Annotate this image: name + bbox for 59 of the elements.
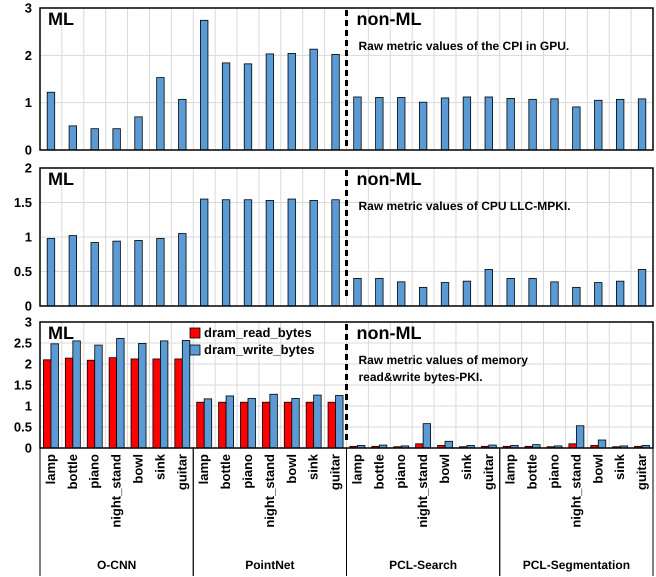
x-tick-label: sink: [306, 453, 321, 480]
x-tick-label: piano: [86, 454, 102, 489]
annotation: Raw metric values of memory read&write bytes-PKI.: [358, 353, 528, 384]
x-tick-label: piano: [240, 454, 255, 489]
x-tick-label: lamp: [349, 454, 364, 484]
annotation: non-ML: [356, 169, 422, 189]
y-tick-label: 0.5: [14, 420, 32, 435]
text: PointNet: [245, 558, 295, 572]
x-tick-label: night_stand: [415, 454, 430, 528]
x-tick-label: lamp: [196, 454, 212, 484]
y-tick-label: 3: [24, 0, 32, 16]
annotation: ML: [48, 169, 74, 189]
x-tick-label: night_stand: [262, 454, 277, 528]
x-tick-label: bowl: [130, 454, 146, 484]
annotation: non-ML: [356, 9, 422, 29]
y-tick-label: 0: [24, 440, 32, 456]
x-tick-label: lamp: [502, 454, 518, 484]
y-tick-label: 2: [24, 160, 32, 176]
x-tick-label: piano: [393, 454, 408, 489]
x-tick-label: bottle: [218, 454, 234, 490]
y-tick-label: 3: [24, 314, 32, 330]
text: PCL-Segmentation: [522, 558, 630, 572]
x-tick-label: sink: [152, 453, 168, 480]
y-tick-label: 2: [24, 356, 32, 372]
x-tick-label: bowl: [437, 454, 452, 484]
y-tick-label: 2.5: [14, 336, 32, 351]
x-tick-label: bottle: [371, 454, 386, 490]
x-tick-label: bottle: [524, 454, 540, 490]
y-tick-label: 2: [24, 48, 32, 63]
x-tick-label: bottle: [64, 454, 80, 490]
text: PCL-Search: [389, 558, 458, 572]
annotation: ML: [48, 9, 74, 29]
y-tick-label: 0.5: [14, 264, 32, 280]
y-tick-label: 1: [24, 398, 32, 414]
x-tick-label: night_stand: [108, 454, 124, 528]
y-tick-label: 1.5: [14, 195, 32, 210]
x-tick-label: sink: [612, 453, 628, 480]
x-tick-label: bowl: [590, 454, 606, 484]
y-tick-label: 1: [24, 230, 32, 245]
x-tick-label: sink: [458, 453, 474, 480]
legend-label: dram_write_bytes: [204, 342, 315, 357]
x-tick-label: guitar: [634, 454, 650, 490]
legend-label: dram_read_bytes: [204, 325, 312, 340]
x-tick-label: guitar: [174, 454, 190, 490]
y-tick-label: 0: [24, 142, 32, 158]
annotation: Raw metric values of CPU LLC-MPKI.: [358, 199, 571, 213]
text: O-CNN: [96, 558, 136, 572]
annotation: non-ML: [356, 323, 422, 343]
annotation: Raw metric values of the CPI in GPU.: [358, 39, 570, 53]
y-tick-label: 1.5: [14, 378, 32, 393]
x-tick-label: lamp: [42, 454, 58, 484]
x-tick-label: guitar: [328, 454, 343, 490]
x-tick-label: bowl: [284, 454, 299, 484]
x-tick-label: guitar: [480, 454, 496, 490]
y-tick-label: 1: [24, 95, 32, 110]
y-tick-label: 0: [24, 298, 32, 314]
x-tick-label: piano: [546, 454, 562, 489]
x-tick-label: night_stand: [568, 454, 584, 528]
annotation: ML: [48, 323, 74, 343]
